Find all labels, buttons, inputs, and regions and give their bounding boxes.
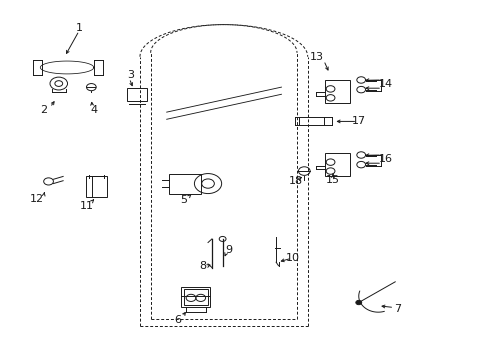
Text: 1: 1	[76, 23, 82, 33]
Text: 11: 11	[80, 201, 93, 211]
Text: 10: 10	[285, 252, 300, 262]
Text: 16: 16	[378, 154, 392, 164]
Text: 12: 12	[30, 194, 44, 203]
Text: 7: 7	[393, 304, 400, 314]
Text: 13: 13	[309, 53, 323, 63]
Text: 17: 17	[351, 116, 365, 126]
Text: 4: 4	[90, 105, 97, 114]
Bar	[181, 287, 210, 307]
Bar	[324, 80, 349, 103]
Text: 3: 3	[126, 70, 133, 80]
Text: 2: 2	[40, 105, 47, 114]
Bar	[183, 289, 207, 305]
Bar	[86, 176, 107, 197]
Text: 15: 15	[325, 175, 339, 185]
Bar	[169, 174, 201, 194]
Text: 18: 18	[288, 176, 302, 186]
Bar	[324, 153, 349, 176]
Text: 6: 6	[174, 315, 181, 325]
Text: 5: 5	[180, 195, 187, 204]
Text: 9: 9	[225, 245, 232, 255]
Circle shape	[355, 300, 361, 305]
Text: 14: 14	[378, 79, 392, 89]
Bar	[126, 88, 147, 101]
Text: 8: 8	[199, 261, 206, 271]
